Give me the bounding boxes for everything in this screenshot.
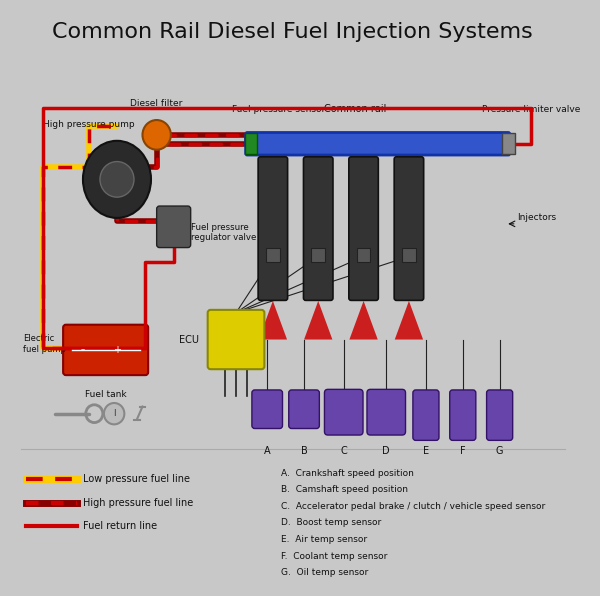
FancyBboxPatch shape <box>413 390 439 440</box>
FancyBboxPatch shape <box>258 157 287 300</box>
FancyBboxPatch shape <box>487 390 512 440</box>
Text: Electric
fuel pump: Electric fuel pump <box>23 334 67 353</box>
FancyBboxPatch shape <box>245 132 510 155</box>
Text: F: F <box>460 446 466 457</box>
Polygon shape <box>395 301 423 340</box>
Text: High pressure pump: High pressure pump <box>43 120 135 129</box>
Text: +: + <box>113 345 121 355</box>
Text: E.  Air temp sensor: E. Air temp sensor <box>281 535 367 544</box>
Text: D.  Boost temp sensor: D. Boost temp sensor <box>281 519 382 527</box>
Polygon shape <box>349 301 378 340</box>
Text: Injectors: Injectors <box>517 213 556 222</box>
Text: High pressure fuel line: High pressure fuel line <box>83 498 193 508</box>
FancyBboxPatch shape <box>394 157 424 300</box>
Text: –: – <box>81 346 85 355</box>
Text: B: B <box>301 446 307 457</box>
Bar <box>402 247 416 262</box>
Text: C.  Accelerator pedal brake / clutch / vehicle speed sensor: C. Accelerator pedal brake / clutch / ve… <box>281 502 545 511</box>
Text: Common Rail Diesel Fuel Injection Systems: Common Rail Diesel Fuel Injection System… <box>52 22 533 42</box>
FancyBboxPatch shape <box>208 310 265 369</box>
Text: E: E <box>423 446 429 457</box>
FancyBboxPatch shape <box>450 390 476 440</box>
Text: ECU: ECU <box>179 334 199 344</box>
FancyBboxPatch shape <box>325 389 363 435</box>
Text: B.  Camshaft speed position: B. Camshaft speed position <box>281 485 409 494</box>
Text: A.  Crankshaft speed position: A. Crankshaft speed position <box>281 468 414 477</box>
Text: A: A <box>264 446 271 457</box>
Bar <box>311 247 325 262</box>
Bar <box>502 133 515 154</box>
FancyBboxPatch shape <box>289 390 319 429</box>
Text: Low pressure fuel line: Low pressure fuel line <box>83 474 190 484</box>
FancyBboxPatch shape <box>63 325 148 375</box>
Text: Fuel pressure
regulator valve: Fuel pressure regulator valve <box>191 223 256 243</box>
Polygon shape <box>304 301 332 340</box>
FancyBboxPatch shape <box>349 157 379 300</box>
Text: I: I <box>113 409 115 418</box>
Bar <box>266 247 280 262</box>
Text: Common rail: Common rail <box>324 104 386 114</box>
FancyBboxPatch shape <box>304 157 333 300</box>
Text: C: C <box>340 446 347 457</box>
Text: D: D <box>382 446 390 457</box>
Text: Fuel tank: Fuel tank <box>85 390 127 399</box>
FancyBboxPatch shape <box>157 206 191 247</box>
Polygon shape <box>259 301 287 340</box>
Ellipse shape <box>100 162 134 197</box>
Text: Fuel return line: Fuel return line <box>83 522 157 532</box>
Text: F.  Coolant temp sensor: F. Coolant temp sensor <box>281 551 388 561</box>
Circle shape <box>142 120 171 150</box>
Text: G: G <box>496 446 503 457</box>
FancyBboxPatch shape <box>252 390 283 429</box>
Text: Fuel pressure sensor: Fuel pressure sensor <box>232 105 325 114</box>
Bar <box>245 133 257 154</box>
Text: Diesel filter: Diesel filter <box>130 99 183 108</box>
Bar <box>357 247 370 262</box>
Text: G.  Oil temp sensor: G. Oil temp sensor <box>281 568 368 577</box>
Text: Pressure limiter valve: Pressure limiter valve <box>482 105 580 114</box>
Circle shape <box>104 403 124 424</box>
FancyBboxPatch shape <box>367 389 406 435</box>
Ellipse shape <box>83 141 151 218</box>
